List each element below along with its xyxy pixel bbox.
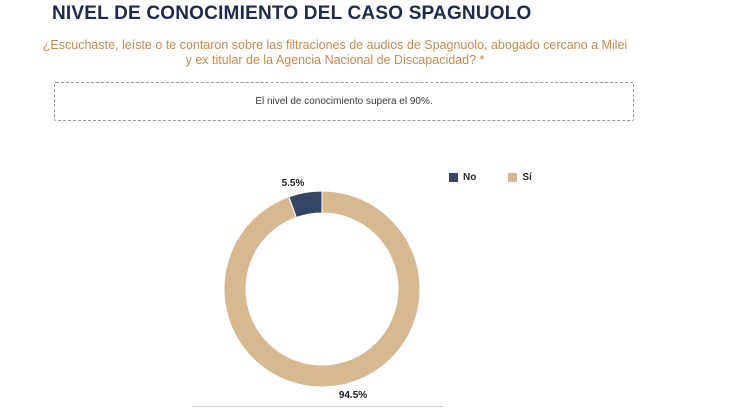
legend-swatch-no [449,173,458,182]
chart-legend: No Sí [449,172,532,183]
data-label-si: 94.5% [339,390,367,401]
legend-item-si: Sí [508,172,532,183]
slice-si [223,190,421,388]
note-box: El nivel de conocimiento supera el 90%. [54,82,634,121]
legend-label-si: Sí [522,172,532,183]
divider-line [192,406,444,407]
legend-label-no: No [463,172,477,183]
note-text: El nivel de conocimiento supera el 90%. [255,96,433,107]
survey-question: ¿Escuchaste, leíste o te contaron sobre … [42,38,628,67]
legend-swatch-si [508,173,518,182]
legend-item-no: No [449,172,476,183]
data-label-no: 5.5% [282,178,305,189]
chart-title: NIVEL DE CONOCIMIENTO DEL CASO SPAGNUOLO [52,3,532,24]
